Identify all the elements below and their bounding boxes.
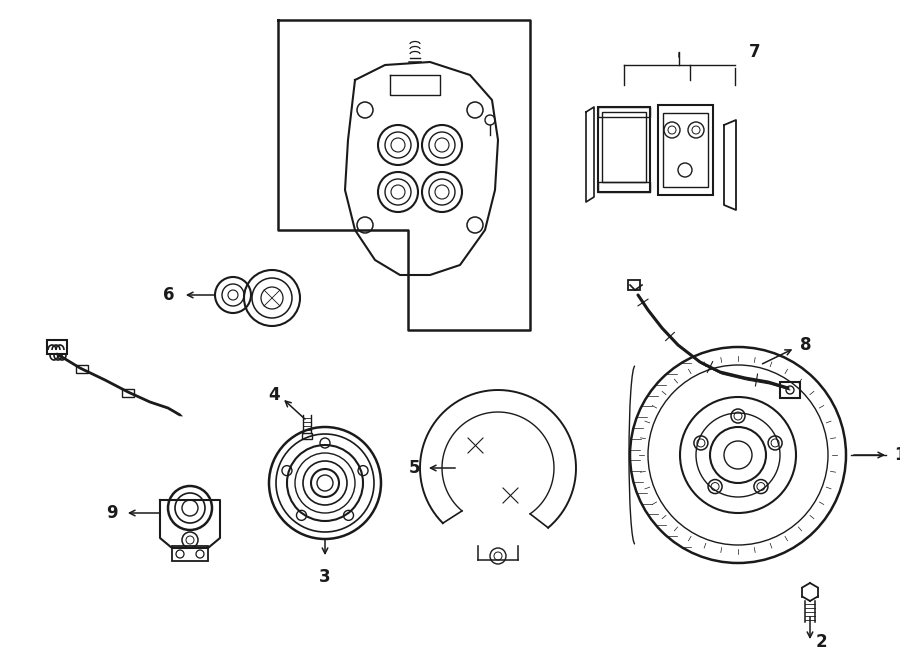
Bar — [598, 107, 650, 117]
Bar — [598, 107, 650, 192]
Bar — [122, 389, 134, 397]
Text: 9: 9 — [106, 504, 118, 522]
Bar — [602, 112, 646, 182]
Text: 7: 7 — [749, 43, 760, 61]
Text: 3: 3 — [320, 568, 331, 586]
Text: 2: 2 — [816, 633, 828, 651]
Bar — [780, 382, 800, 398]
Bar — [302, 433, 312, 439]
Bar — [598, 182, 650, 192]
Bar — [658, 105, 713, 195]
Bar — [172, 546, 208, 561]
Text: 8: 8 — [800, 336, 812, 354]
Text: 5: 5 — [409, 459, 420, 477]
Text: 6: 6 — [164, 286, 175, 304]
Bar — [47, 340, 67, 354]
Bar — [628, 280, 640, 290]
Bar — [663, 113, 708, 187]
Bar — [76, 365, 88, 373]
Text: 4: 4 — [268, 386, 280, 404]
Text: 1: 1 — [894, 446, 900, 464]
